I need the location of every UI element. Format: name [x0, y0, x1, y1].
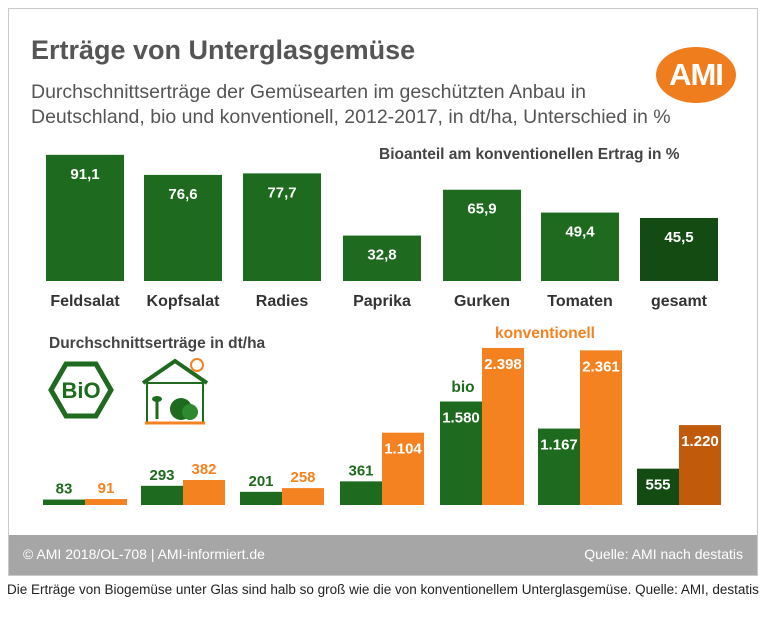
konventionell-bar — [482, 347, 524, 505]
konventionell-value-label: 1.220 — [681, 433, 719, 450]
bio-bar — [440, 401, 482, 505]
category-label: Paprika — [353, 293, 411, 310]
share-bar — [443, 189, 521, 281]
konventionell-bar — [282, 488, 324, 505]
konventionell-bar — [183, 479, 225, 505]
legend-konventionell: konventionell — [495, 325, 595, 342]
bio-bar — [340, 481, 382, 505]
chart-subtitle-line-2: Deutschland, bio und konventionell, 2012… — [31, 106, 671, 128]
seedling-leaf — [152, 396, 162, 402]
infographic: Erträge von Unterglasgemüse Durchschnitt… — [8, 8, 758, 576]
bio-value-label: 1.580 — [442, 410, 480, 427]
bio-value-label: 361 — [348, 462, 373, 479]
legend-bio: bio — [451, 379, 474, 396]
share-bar — [640, 217, 718, 281]
konventionell-value-label: 1.104 — [384, 441, 422, 458]
konventionell-value-label: 258 — [290, 469, 315, 486]
konventionell-value-label: 2.361 — [582, 358, 620, 375]
share-bar — [144, 174, 222, 281]
konventionell-value-label: 91 — [98, 480, 115, 497]
share-value-label: 76,6 — [168, 186, 197, 203]
sun-icon — [190, 358, 204, 372]
bio-value-label: 1.167 — [540, 437, 578, 454]
bio-bar — [637, 468, 679, 505]
greenhouse-icon — [141, 358, 209, 385]
category-label: Tomaten — [547, 293, 612, 310]
category-label: Feldsalat — [50, 293, 120, 310]
chart-subtitle-line-1: Durchschnittserträge der Gemüsearten im … — [31, 81, 586, 103]
footer-bar: © AMI 2018/OL-708 | AMI-informiert.de Qu… — [9, 535, 757, 575]
share-value-label: 49,4 — [565, 224, 595, 241]
konventionell-bar — [85, 499, 127, 505]
lettuce-leaf — [182, 404, 198, 420]
yield-chart-title: Durchschnittserträge in dt/ha — [49, 335, 266, 352]
bio-seal-icon — [48, 361, 114, 419]
category-label: gesamt — [651, 293, 708, 310]
footer-copyright: © AMI 2018/OL-708 | AMI-informiert.de — [23, 546, 265, 562]
konventionell-bar — [679, 425, 721, 505]
konventionell-bar — [382, 432, 424, 505]
share-bar — [541, 212, 619, 281]
share-value-label: 91,1 — [70, 166, 99, 183]
category-label: Gurken — [454, 293, 510, 310]
share-bar — [343, 235, 421, 281]
share-value-label: 65,9 — [467, 201, 496, 218]
share-chart-title: Bioanteil am konventionellen Ertrag in % — [379, 146, 680, 163]
konventionell-value-label: 2.398 — [484, 356, 522, 373]
category-label: Kopfsalat — [147, 293, 221, 310]
bio-value-label: 201 — [248, 473, 273, 490]
share-value-label: 77,7 — [267, 184, 296, 201]
bio-value-label: 293 — [149, 467, 174, 484]
footer-source: Quelle: AMI nach destatis — [584, 546, 743, 562]
bio-bar — [141, 485, 183, 505]
share-value-label: 45,5 — [664, 229, 693, 246]
bio-bar — [43, 499, 85, 505]
image-caption: Die Erträge von Biogemüse unter Glas sin… — [7, 582, 759, 597]
bio-value-label: 83 — [56, 481, 73, 498]
bio-bar — [538, 428, 580, 505]
share-value-label: 32,8 — [367, 247, 396, 264]
bio-value-label: 555 — [645, 477, 670, 494]
share-bar — [46, 154, 124, 281]
ami-logo: AMI — [656, 47, 736, 103]
konventionell-bar — [580, 350, 622, 505]
chart-title: Erträge von Unterglasgemüse — [31, 35, 416, 65]
bio-bar — [240, 491, 282, 505]
share-bar — [243, 173, 321, 281]
bio-seal-text: BiO — [61, 378, 100, 403]
konventionell-value-label: 382 — [191, 461, 216, 478]
bar-charts: 91,1 Feldsalat 76,6 Kopfsalat 77,7 Radies 32,8… — [43, 154, 721, 505]
category-label: Radies — [256, 293, 309, 310]
